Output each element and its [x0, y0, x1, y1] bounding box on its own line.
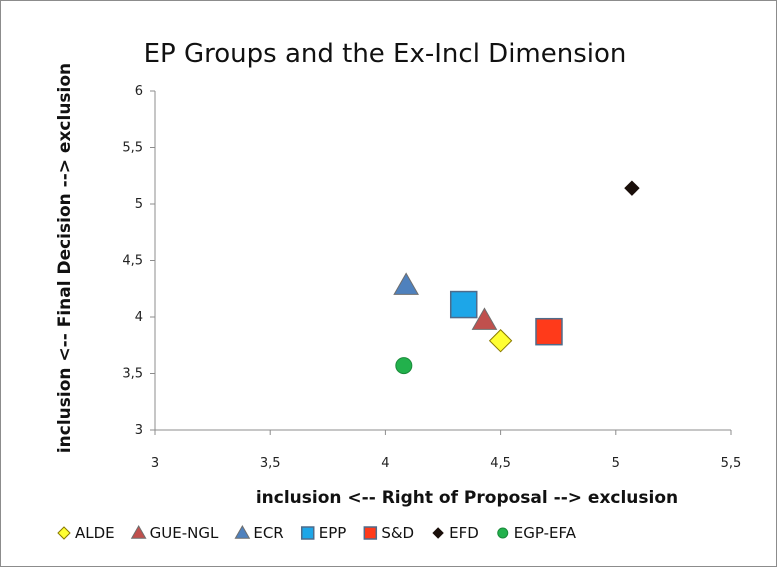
point-s-d — [535, 317, 563, 346]
y-tick-label: 5,5 — [122, 141, 143, 156]
x-tick-label: 4,5 — [490, 456, 511, 471]
legend-label-gue-ngl: GUE-NGL — [150, 524, 219, 542]
y-tick-label: 3,5 — [122, 367, 143, 382]
legend-label-efd: EFD — [449, 524, 479, 542]
x-tick-label: 3 — [151, 456, 159, 471]
legend-marker-gue-ngl — [130, 524, 147, 539]
legend-marker-epp — [300, 526, 315, 540]
legend-marker-s-d — [363, 526, 378, 540]
plot-area: 3 3,5 4 4,5 5 5,5 6 3 3,5 4 4,5 5 5,5 — [122, 84, 741, 471]
x-tick-label: 3,5 — [260, 456, 281, 471]
point-gue-ngl — [471, 307, 498, 330]
point-ecr — [393, 272, 419, 295]
point-egp-efa — [395, 357, 413, 375]
y-tick-label: 3 — [135, 423, 143, 438]
point-epp — [449, 290, 478, 319]
point-alde — [488, 329, 513, 353]
y-tick-label: 5 — [135, 197, 143, 212]
chart-title: EP Groups and the Ex-Incl Dimension — [144, 39, 627, 69]
legend-label-ecr: ECR — [253, 524, 283, 542]
legend-label-egp-efa: EGP-EFA — [514, 524, 577, 542]
point-efd — [624, 180, 640, 196]
legend-label-epp: EPP — [319, 524, 347, 542]
legend: ALDE GUE-NGL ECR EPP S&D EFD EGP-EFA — [57, 524, 577, 542]
y-tick-label: 6 — [135, 84, 143, 99]
legend-marker-egp-efa — [497, 527, 509, 539]
legend-marker-alde — [57, 526, 71, 540]
y-tick-label: 4 — [135, 310, 143, 325]
legend-marker-ecr — [234, 524, 251, 539]
legend-label-alde: ALDE — [75, 524, 115, 542]
x-tick-label: 5 — [612, 456, 620, 471]
legend-label-s-d: S&D — [381, 524, 414, 542]
x-tick-label: 4 — [381, 456, 389, 471]
y-axis-title: inclusion <-- Final Decision --> exclusi… — [55, 63, 75, 453]
x-axis-title: inclusion <-- Right of Proposal --> excl… — [256, 488, 678, 508]
x-tick-label: 5,5 — [721, 456, 742, 471]
legend-marker-efd — [432, 527, 444, 539]
y-tick-label: 4,5 — [122, 254, 143, 269]
